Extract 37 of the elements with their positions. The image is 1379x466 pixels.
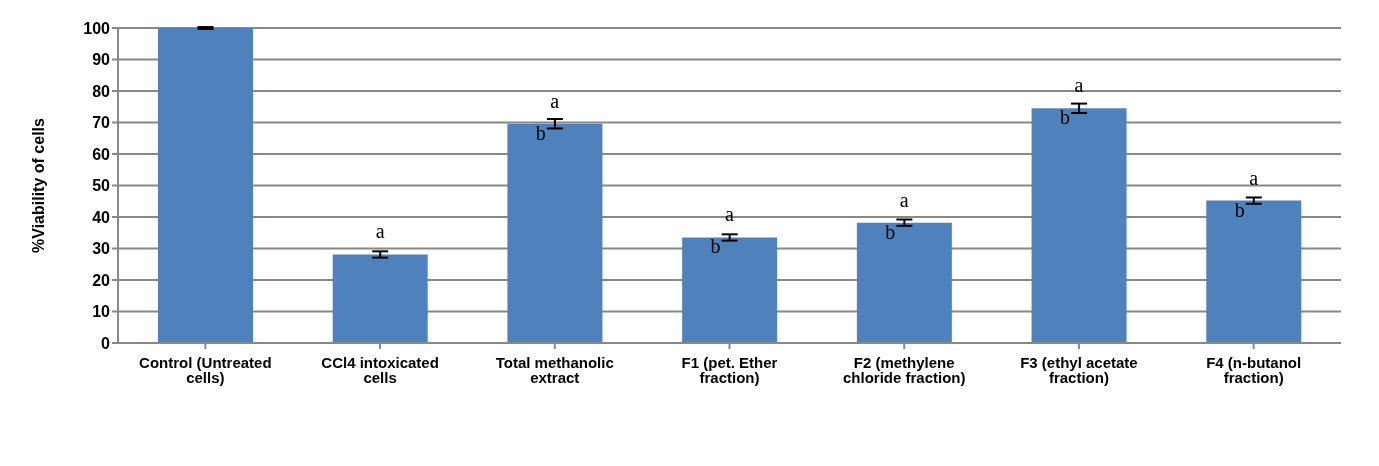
bar xyxy=(332,254,428,343)
y-tick-label: 40 xyxy=(92,208,111,226)
bar xyxy=(1206,200,1302,343)
bar xyxy=(158,28,253,343)
annotation: b xyxy=(535,121,546,144)
annotation: b xyxy=(710,235,721,258)
y-tick-label: 20 xyxy=(92,271,111,289)
annotation: a xyxy=(375,220,385,243)
y-tick-label: 0 xyxy=(101,334,111,352)
annotation: a xyxy=(550,89,560,112)
y-tick-label: 80 xyxy=(92,82,111,100)
y-axis-title: %Viability of cells xyxy=(29,117,47,253)
bar xyxy=(856,222,952,343)
x-tick-label: F4 (n-butanol fraction) xyxy=(1206,353,1302,386)
x-tick-label: F1 (pet. Ether fraction) xyxy=(681,353,778,386)
x-tick-label: F2 (methylene chloride fraction) xyxy=(842,353,966,386)
y-tick-label: 60 xyxy=(92,145,111,163)
x-tick-label: CCl4 intoxicated cells xyxy=(321,353,439,386)
annotation: b xyxy=(1059,106,1070,129)
annotation: a xyxy=(1249,166,1259,189)
y-tick-label: 10 xyxy=(92,303,111,321)
y-tick-label: 70 xyxy=(92,114,111,132)
annotation: a xyxy=(899,188,909,211)
annotation: b xyxy=(885,220,896,243)
bar xyxy=(507,123,603,343)
y-tick-label: 90 xyxy=(92,51,111,69)
bar xyxy=(1031,108,1127,343)
x-tick-label: Total methanolic extract xyxy=(495,353,614,386)
bar xyxy=(682,237,778,343)
x-tick-label: F3 (ethyl acetate fraction) xyxy=(1020,353,1138,386)
y-tick-label: 100 xyxy=(83,19,111,37)
annotation: a xyxy=(1074,74,1084,97)
y-tick-label: 50 xyxy=(92,177,111,195)
y-tick-label: 30 xyxy=(92,240,111,258)
x-tick-label: Control (Untreated cells) xyxy=(139,353,272,386)
annotation: a xyxy=(725,203,735,226)
annotation: b xyxy=(1234,198,1245,221)
